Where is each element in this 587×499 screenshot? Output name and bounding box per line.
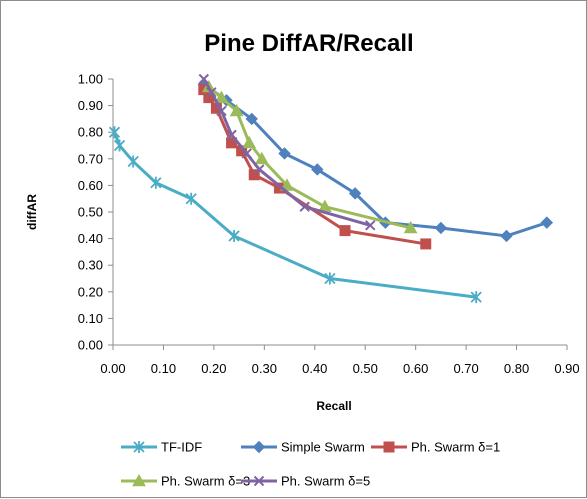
y-tick-label: 0.10 xyxy=(78,311,103,326)
data-point xyxy=(113,139,126,152)
data-point xyxy=(226,129,237,141)
legend-marker xyxy=(133,441,145,453)
data-point xyxy=(108,126,121,139)
data-point xyxy=(278,147,291,160)
data-point xyxy=(434,221,448,235)
data-point xyxy=(248,169,260,181)
y-tick-label: 0.70 xyxy=(78,151,103,166)
data-point xyxy=(241,148,252,159)
data-point xyxy=(299,201,310,212)
data-point xyxy=(420,238,432,250)
legend-label: Simple Swarm xyxy=(281,440,365,455)
x-tick-label: 0.40 xyxy=(302,361,327,376)
legend-item-1: Simple Swarm xyxy=(241,440,365,455)
ticks-group: 0.00 0.10 0.20 0.30 0.40 0.50 0.60 0.70 0.80 0.90… xyxy=(78,72,580,377)
plot-area xyxy=(108,73,554,304)
legend-marker xyxy=(132,473,146,487)
legend-label: Ph. Swarm δ=5 xyxy=(281,474,370,489)
legend-marker xyxy=(252,440,266,454)
y-tick-label: 1.00 xyxy=(78,72,103,87)
data-point xyxy=(245,112,258,126)
x-tick-label: 0.50 xyxy=(353,361,378,376)
x-axis-title: Recall xyxy=(316,399,351,413)
data-point xyxy=(339,225,351,237)
data-point xyxy=(206,87,217,98)
data-point xyxy=(311,163,324,176)
x-tick-label: 0.20 xyxy=(201,361,226,376)
legend-marker xyxy=(253,475,265,487)
data-point xyxy=(127,155,139,168)
data-point xyxy=(228,229,240,242)
legend-item-4: Ph. Swarm δ=5 xyxy=(241,474,370,489)
legend-item-0: TF-IDF xyxy=(121,440,202,455)
data-point xyxy=(365,220,376,231)
y-tick-label: 0.20 xyxy=(78,284,103,299)
y-tick-label: 0.40 xyxy=(78,231,103,246)
legend-label: TF-IDF xyxy=(161,440,202,455)
series-line xyxy=(113,131,477,299)
data-point xyxy=(540,216,554,229)
x-tick-label: 0.30 xyxy=(252,361,277,376)
data-point xyxy=(198,73,210,85)
data-point xyxy=(254,164,265,175)
series-0 xyxy=(108,126,482,304)
data-point xyxy=(150,176,162,189)
legend-item-2: Ph. Swarm δ=1 xyxy=(371,440,500,455)
y-tick-label: 0.00 xyxy=(78,338,103,353)
x-tick-label: 0.70 xyxy=(453,361,478,376)
legend: TF-IDF Simple Swarm Ph. Swarm δ=1 Ph. Swarm… xyxy=(121,440,500,489)
chart-title: Pine DiffAR/Recall xyxy=(204,30,413,57)
legend-label: Ph. Swarm δ=1 xyxy=(411,440,500,455)
data-point xyxy=(403,220,418,234)
x-tick-label: 0.00 xyxy=(100,361,125,376)
data-point xyxy=(229,103,244,117)
y-tick-label: 0.80 xyxy=(78,125,103,140)
series-4 xyxy=(198,73,376,231)
y-tick-label: 0.90 xyxy=(78,98,103,113)
x-tick-label: 0.90 xyxy=(554,361,579,376)
series-line xyxy=(202,83,548,238)
x-tick-label: 0.60 xyxy=(403,361,428,376)
legend-item-3: Ph. Swarm δ=3 xyxy=(121,474,250,489)
legend-label: Ph. Swarm δ=3 xyxy=(161,474,250,489)
axes-group xyxy=(112,79,567,346)
series-3 xyxy=(201,79,418,234)
series-line xyxy=(202,78,371,227)
y-tick-label: 0.50 xyxy=(78,205,103,220)
data-point xyxy=(216,105,227,117)
data-point xyxy=(185,192,197,205)
data-point xyxy=(470,291,482,304)
x-tick-label: 0.10 xyxy=(151,361,176,376)
data-point xyxy=(348,187,362,200)
data-point xyxy=(280,178,294,191)
data-point xyxy=(324,272,336,285)
y-tick-label: 0.30 xyxy=(78,258,103,273)
y-tick-label: 0.60 xyxy=(78,178,103,193)
legend-marker xyxy=(383,441,395,453)
data-point xyxy=(500,229,513,243)
data-point xyxy=(242,135,257,149)
x-tick-label: 0.80 xyxy=(504,361,529,376)
y-axis-title: diffAR xyxy=(25,194,39,230)
data-point xyxy=(214,90,229,103)
data-point xyxy=(254,151,269,165)
